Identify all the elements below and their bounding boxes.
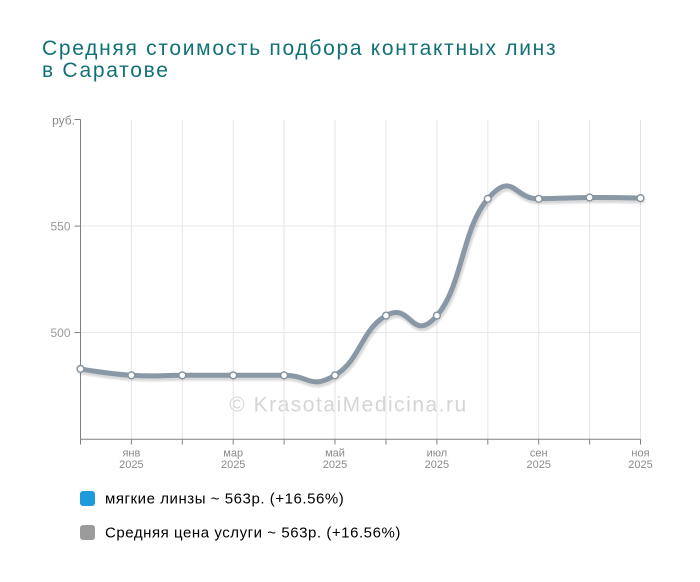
svg-text:2025: 2025	[628, 459, 652, 471]
svg-text:сен: сен	[530, 448, 548, 460]
svg-text:500: 500	[50, 326, 70, 340]
svg-text:2025: 2025	[323, 459, 347, 471]
svg-text:ноя: ноя	[631, 448, 649, 460]
svg-text:янв: янв	[122, 448, 140, 460]
svg-text:июл: июл	[427, 448, 448, 460]
svg-text:© KrasotaiMedicina.ru: © KrasotaiMedicina.ru	[229, 394, 467, 417]
svg-text:май: май	[325, 448, 345, 460]
svg-text:2025: 2025	[221, 459, 245, 471]
svg-text:2025: 2025	[526, 459, 550, 471]
svg-text:2025: 2025	[425, 459, 449, 471]
svg-text:550: 550	[50, 220, 70, 234]
svg-text:руб.: руб.	[52, 114, 75, 128]
svg-text:2025: 2025	[119, 459, 143, 471]
svg-text:мар: мар	[223, 448, 243, 460]
